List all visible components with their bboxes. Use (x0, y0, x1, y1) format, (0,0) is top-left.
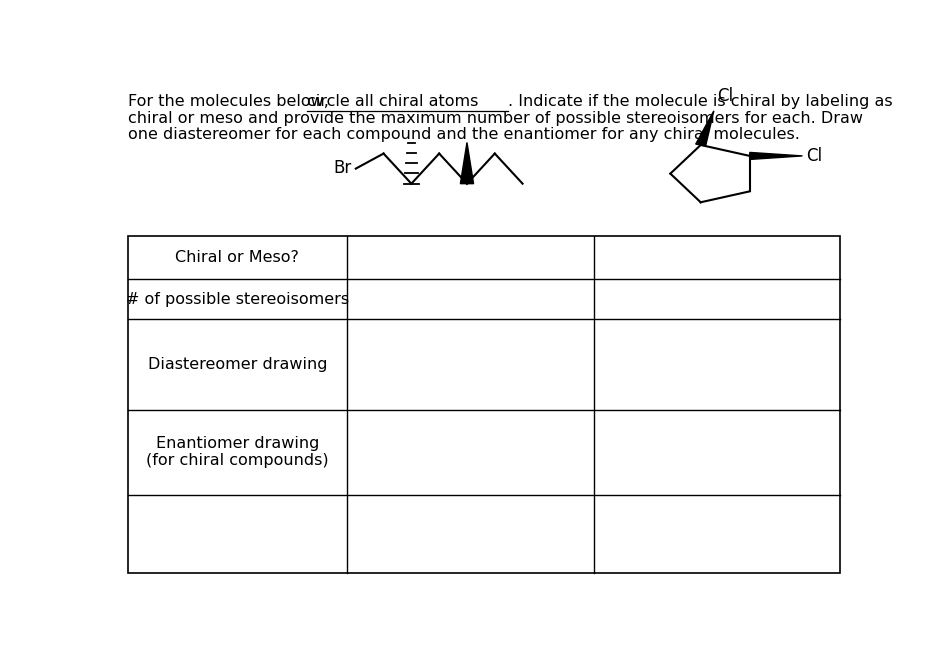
Polygon shape (696, 111, 714, 146)
Text: Chiral or Meso?: Chiral or Meso? (176, 250, 299, 265)
Text: Cl: Cl (806, 147, 822, 165)
Text: Cl: Cl (717, 87, 733, 105)
Polygon shape (461, 143, 474, 184)
Text: # of possible stereoisomers: # of possible stereoisomers (126, 291, 349, 306)
Polygon shape (750, 153, 802, 160)
Text: chiral or meso and provide the maximum number of possible stereoisomers for each: chiral or meso and provide the maximum n… (127, 111, 863, 126)
Text: Br: Br (334, 158, 352, 177)
Text: Diastereomer drawing: Diastereomer drawing (147, 357, 327, 372)
Bar (127, 237, 840, 572)
Text: one diastereomer for each compound and the enantiomer for any chiral molecules.: one diastereomer for each compound and t… (127, 127, 800, 142)
Text: . Indicate if the molecule is chiral by labeling as: . Indicate if the molecule is chiral by … (508, 95, 893, 110)
Text: circle all chiral atoms: circle all chiral atoms (307, 95, 478, 110)
Text: For the molecules below,: For the molecules below, (127, 95, 333, 110)
Text: Enantiomer drawing
(for chiral compounds): Enantiomer drawing (for chiral compounds… (146, 436, 329, 468)
